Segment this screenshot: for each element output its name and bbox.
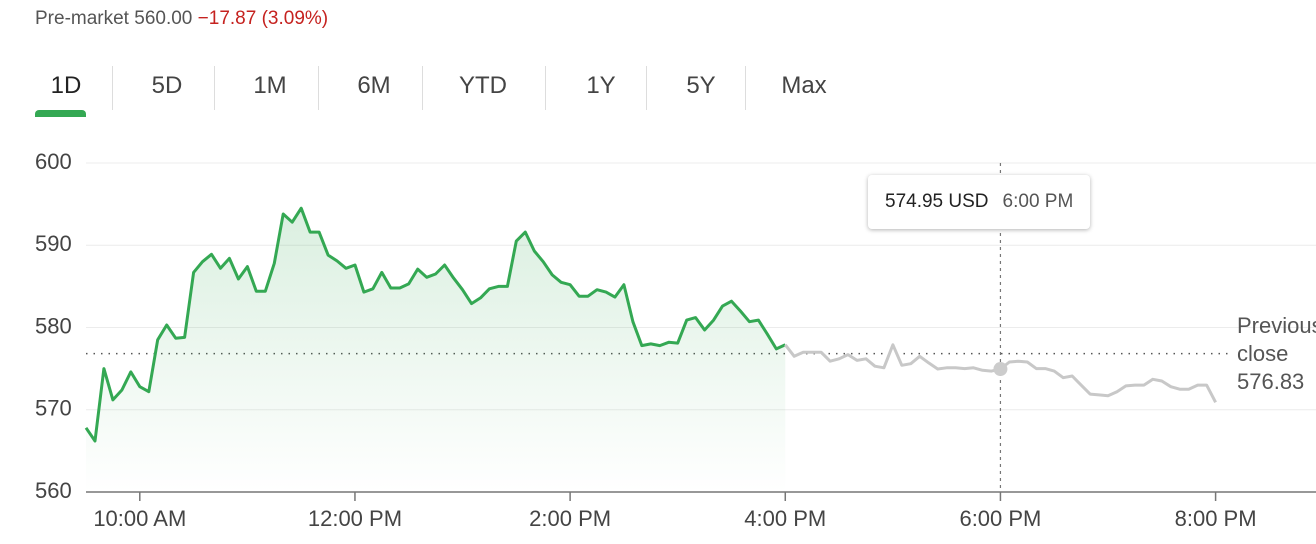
x-tick-label: 6:00 PM <box>959 506 1041 531</box>
tab-separator <box>112 66 113 110</box>
x-tick-label: 2:00 PM <box>529 506 611 531</box>
previous-close: Previous close 576.83 <box>1237 312 1316 396</box>
range-tab[interactable]: 5Y <box>686 72 716 99</box>
tab-separator <box>214 66 215 110</box>
range-tab[interactable]: 5D <box>151 72 183 99</box>
range-tab[interactable]: 1D <box>50 72 82 99</box>
range-tab[interactable]: 1Y <box>586 72 616 99</box>
x-tick-label: 8:00 PM <box>1175 506 1257 531</box>
previous-close-value: 576.83 <box>1237 369 1305 394</box>
tab-separator <box>545 66 546 110</box>
previous-close-label: Previous close <box>1237 313 1316 366</box>
tab-separator <box>318 66 319 110</box>
premarket-change: −17.87 (3.09%) <box>197 8 329 29</box>
range-tab[interactable]: 1M <box>253 72 287 99</box>
range-tab[interactable]: YTD <box>459 72 507 99</box>
premarket: Pre-market 560.00 −17.87 (3.09%) <box>35 8 328 30</box>
range-tab[interactable]: 6M <box>357 72 391 99</box>
x-tick-label: 4:00 PM <box>744 506 826 531</box>
y-tick-label: 580 <box>35 313 72 338</box>
tooltip-time: 6:00 PM <box>1002 191 1074 212</box>
y-tick-label: 600 <box>35 149 72 174</box>
premarket-label: Pre-market <box>35 8 129 29</box>
tooltip-unit: USD <box>948 191 989 212</box>
tooltip: 574.95 USD 6:00 PM <box>868 175 1091 229</box>
premarket-price: 560.00 <box>134 8 193 29</box>
hover-point <box>993 362 1008 377</box>
x-tick-label: 12:00 PM <box>308 506 402 531</box>
y-tick-label: 560 <box>35 478 72 503</box>
tab-separator <box>745 66 746 110</box>
range-tabs: 1D 5D 1M 6M YTD 1Y 5Y Max <box>0 0 1316 130</box>
tooltip-value: 574.95 <box>885 191 944 212</box>
range-tab[interactable]: Max <box>781 72 827 99</box>
price-line <box>84 206 786 443</box>
tab-separator <box>422 66 423 110</box>
x-tick-label: 10:00 AM <box>93 506 186 531</box>
tab-separator <box>646 66 647 110</box>
y-tick-label: 570 <box>35 396 72 421</box>
active-tab-indicator <box>35 110 86 117</box>
area <box>86 208 786 492</box>
y-tick-label: 590 <box>35 231 72 256</box>
